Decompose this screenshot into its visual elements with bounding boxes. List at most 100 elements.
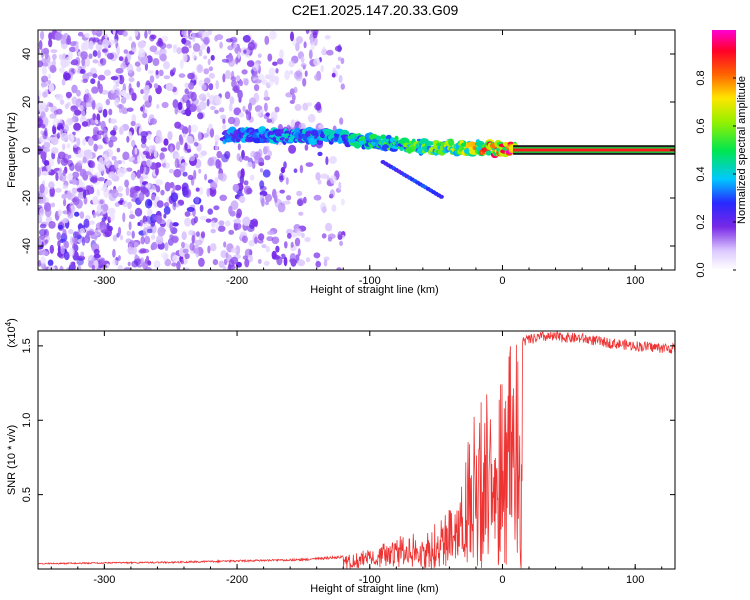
heatmap-cell <box>163 213 167 219</box>
colorbar-step <box>712 204 736 207</box>
heatmap-cell <box>39 183 45 194</box>
heatmap-cell <box>267 230 275 235</box>
heatmap-cell <box>230 200 239 211</box>
y-multiplier-label: (x104) <box>4 318 18 348</box>
heatmap-cell <box>236 75 241 82</box>
heatmap-cell <box>165 82 174 92</box>
heatmap-cell <box>40 30 45 40</box>
colorbar-step <box>712 92 736 95</box>
heatmap-cell <box>44 50 49 60</box>
heatmap-cell <box>140 131 149 138</box>
heatmap-cell <box>334 45 343 52</box>
heatmap-cell <box>313 252 321 259</box>
heatmap-cell <box>117 104 124 109</box>
heatmap-cell <box>222 73 226 83</box>
ridge-cell <box>375 135 382 141</box>
heatmap-cell <box>69 46 77 53</box>
heatmap-cell <box>299 164 304 174</box>
colorbar-step <box>712 198 736 201</box>
heatmap-cell <box>92 195 99 206</box>
heatmap-cell <box>98 257 105 263</box>
heatmap-cell <box>175 203 180 208</box>
heatmap-cell <box>47 259 54 267</box>
heatmap-cell <box>96 30 103 37</box>
heatmap-cell <box>297 259 306 267</box>
heatmap-cell <box>237 143 241 151</box>
heatmap-cell <box>162 162 166 168</box>
heatmap-cell <box>326 49 334 56</box>
colorbar-step <box>712 74 736 77</box>
heatmap-cell <box>300 56 305 64</box>
heatmap-cell <box>182 53 188 63</box>
heatmap-cell <box>224 91 231 100</box>
colorbar-step <box>712 96 736 99</box>
heatmap-cell <box>111 155 117 161</box>
heatmap-cell <box>140 106 144 112</box>
heatmap-cell <box>92 243 96 251</box>
y-tick-label: 0 <box>21 147 33 153</box>
heatmap-cell <box>39 207 45 217</box>
heatmap-cell <box>296 199 304 207</box>
heatmap-cell <box>116 147 121 153</box>
heatmap-cell <box>124 56 128 66</box>
colorbar-step <box>712 156 736 159</box>
heatmap-cell <box>159 42 167 49</box>
heatmap-cell <box>289 258 296 264</box>
heatmap-cell <box>67 212 74 219</box>
heatmap-cell <box>275 245 280 253</box>
heatmap-cell <box>188 124 192 135</box>
heatmap-cell <box>296 190 303 197</box>
heatmap-cell <box>259 180 265 189</box>
heatmap-cell <box>43 141 51 149</box>
heatmap-cell <box>275 68 279 74</box>
heatmap-cell <box>235 57 239 65</box>
heatmap-cell <box>93 253 101 259</box>
heatmap-cell <box>203 36 210 45</box>
heatmap-cell <box>329 174 337 184</box>
heatmap-cell <box>181 162 188 167</box>
colorbar-step <box>712 56 736 59</box>
heatmap-cell <box>160 147 168 152</box>
heatmap-cell <box>214 141 218 146</box>
y-axis-label: Frequency (Hz) <box>6 112 18 188</box>
heatmap-cell <box>120 96 127 104</box>
heatmap-cell <box>85 149 93 158</box>
ridge-cell <box>394 135 399 142</box>
colorbar-step <box>712 80 736 83</box>
heatmap-cell <box>181 37 187 45</box>
heatmap-cell <box>176 261 181 270</box>
heatmap-cell <box>186 99 191 110</box>
heatmap-cell <box>172 44 177 54</box>
heatmap-cell <box>258 162 265 166</box>
heatmap-cell <box>206 98 210 107</box>
heatmap-cell <box>327 236 333 242</box>
heatmap-cell <box>302 78 307 87</box>
heatmap-cell <box>144 266 152 270</box>
heatmap-cell <box>233 107 242 116</box>
colorbar-label: Normalized spectral amplitude <box>736 76 748 224</box>
colorbar-step <box>712 88 736 91</box>
heatmap-cell <box>219 41 223 49</box>
heatmap-cell <box>230 247 238 254</box>
heatmap-cell <box>284 70 290 80</box>
heatmap-cell <box>176 47 182 55</box>
heatmap-cell <box>104 134 109 143</box>
heatmap-cell <box>160 158 167 164</box>
colorbar-step <box>712 146 736 149</box>
heatmap-cell <box>269 30 277 40</box>
heatmap-cell <box>195 247 200 258</box>
heatmap-cell <box>265 112 270 117</box>
heatmap-cell <box>62 169 66 177</box>
heatmap-cell <box>339 240 343 247</box>
heatmap-cell <box>139 164 144 175</box>
heatmap-cell <box>39 223 47 229</box>
heatmap-cell <box>117 226 122 236</box>
colorbar-step <box>712 62 736 65</box>
heatmap-cell <box>207 58 211 66</box>
heatmap-cell <box>194 216 199 223</box>
heatmap-cell <box>117 160 122 165</box>
heatmap-cell <box>208 83 214 91</box>
heatmap-cell <box>51 147 59 154</box>
heatmap-cell <box>55 93 64 101</box>
heatmap-cell <box>87 137 94 146</box>
